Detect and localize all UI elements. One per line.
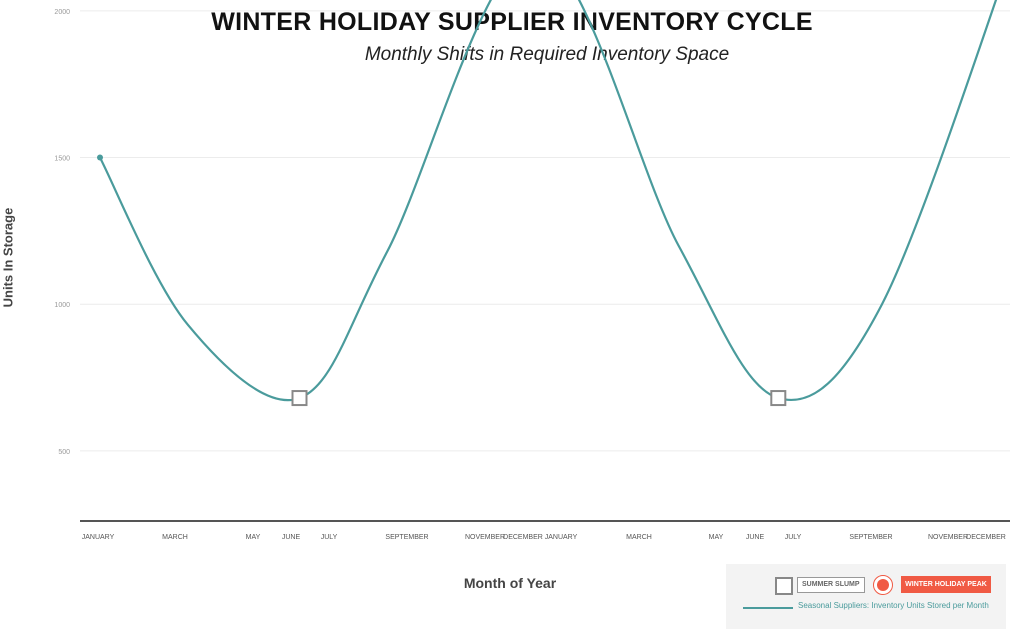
x-tick-label: MAY: [709, 534, 724, 541]
x-axis-title: Month of Year: [463, 575, 557, 591]
x-tick-label: SEPTEMBER: [849, 534, 892, 541]
summer-slump-marker: [770, 390, 787, 407]
y-tick-label: 2000: [54, 9, 70, 16]
y-tick-label: 1000: [54, 302, 70, 309]
x-tick-label: DECEMBER: [966, 534, 1006, 541]
summer-slump-legend-label: SUMMER SLUMP: [797, 577, 865, 593]
x-tick-label: JULY: [785, 534, 802, 541]
x-tick-label: DECEMBER: [503, 534, 543, 541]
x-tick-label: JANUARY: [545, 534, 578, 541]
x-tick-label: NOVEMBER: [928, 534, 968, 541]
summer-slump-marker: [291, 390, 308, 407]
series-start-point: [97, 154, 103, 161]
x-tick-label: MAY: [246, 534, 261, 541]
y-tick-label: 500: [58, 449, 70, 456]
x-tick-label: JANUARY: [82, 534, 115, 541]
chart-title: WINTER HOLIDAY SUPPLIER INVENTORY CYCLE: [211, 8, 813, 36]
y-axis-title: Units In Storage: [0, 207, 16, 308]
x-tick-label: JULY: [321, 534, 338, 541]
chart-subtitle: Monthly Shifts in Required Inventory Spa…: [364, 44, 730, 65]
chart-legend: SUMMER SLUMP WINTER HOLIDAY PEAK Seasona…: [726, 564, 1006, 629]
winter-peak-legend-marker: [873, 575, 893, 595]
x-tick-label: JUNE: [746, 534, 765, 541]
series-legend-line: [743, 607, 793, 609]
y-tick-label: 1500: [54, 156, 70, 163]
series-legend-label: Seasonal Suppliers: Inventory Units Stor…: [798, 601, 989, 610]
x-tick-label: MARCH: [162, 534, 188, 541]
summer-slump-legend-marker: [775, 577, 793, 595]
x-tick-label: NOVEMBER: [465, 534, 505, 541]
winter-peak-legend-label: WINTER HOLIDAY PEAK: [901, 576, 991, 593]
x-tick-label: SEPTEMBER: [385, 534, 428, 541]
x-tick-label: JUNE: [282, 534, 301, 541]
x-tick-label: MARCH: [626, 534, 652, 541]
inventory-series-line: [99, 0, 998, 402]
